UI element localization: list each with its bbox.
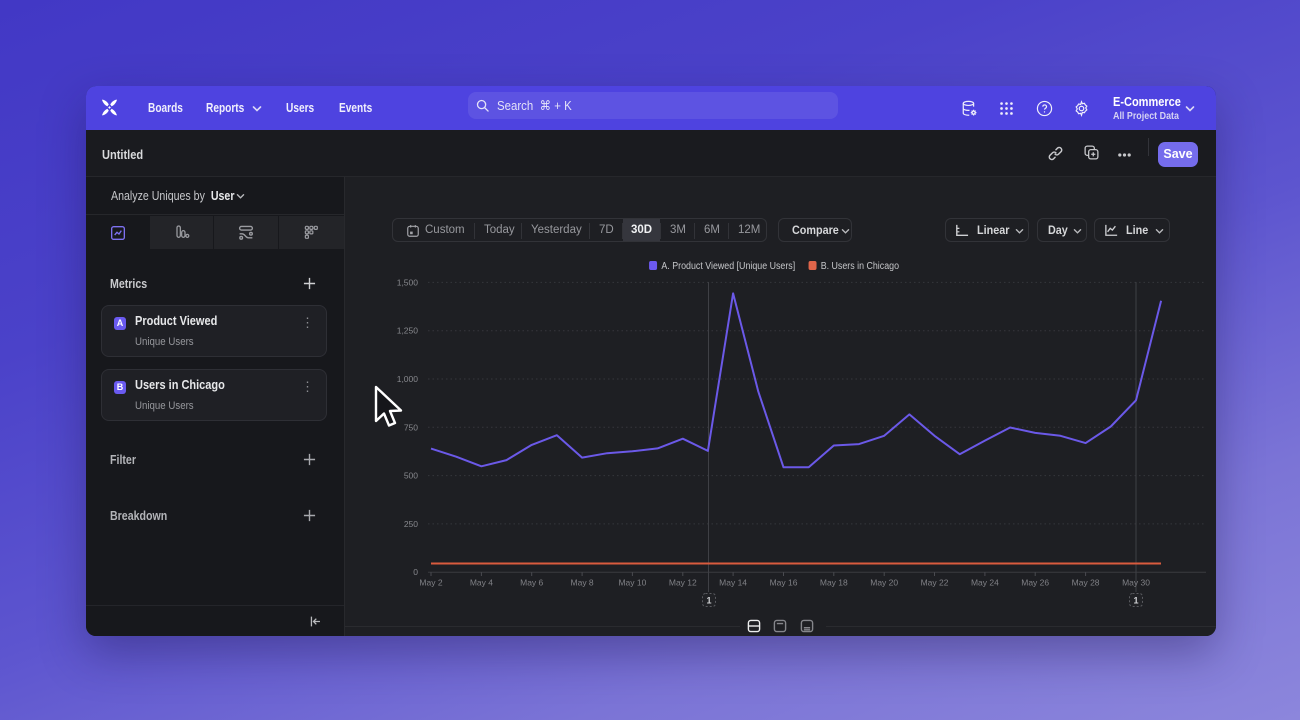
svg-text:750: 750 [404,422,418,432]
svg-text:May 8: May 8 [571,578,594,588]
svg-text:May 6: May 6 [520,578,543,588]
svg-text:May 16: May 16 [770,578,798,588]
svg-text:1: 1 [1133,596,1138,606]
svg-text:0: 0 [413,567,418,577]
svg-text:May 4: May 4 [470,578,493,588]
svg-text:1: 1 [706,596,711,606]
svg-text:1,000: 1,000 [397,374,419,384]
svg-text:1,250: 1,250 [397,326,419,336]
svg-text:May 22: May 22 [921,578,949,588]
svg-text:May 26: May 26 [1021,578,1049,588]
svg-text:250: 250 [404,519,418,529]
svg-text:500: 500 [404,471,418,481]
svg-text:May 30: May 30 [1122,578,1150,588]
svg-text:May 18: May 18 [820,578,848,588]
svg-text:May 28: May 28 [1072,578,1100,588]
svg-text:1,500: 1,500 [397,277,419,287]
svg-text:May 10: May 10 [618,578,646,588]
svg-text:May 14: May 14 [719,578,747,588]
svg-text:May 2: May 2 [419,578,442,588]
svg-text:May 20: May 20 [870,578,898,588]
svg-text:May 24: May 24 [971,578,999,588]
svg-text:May 12: May 12 [669,578,697,588]
